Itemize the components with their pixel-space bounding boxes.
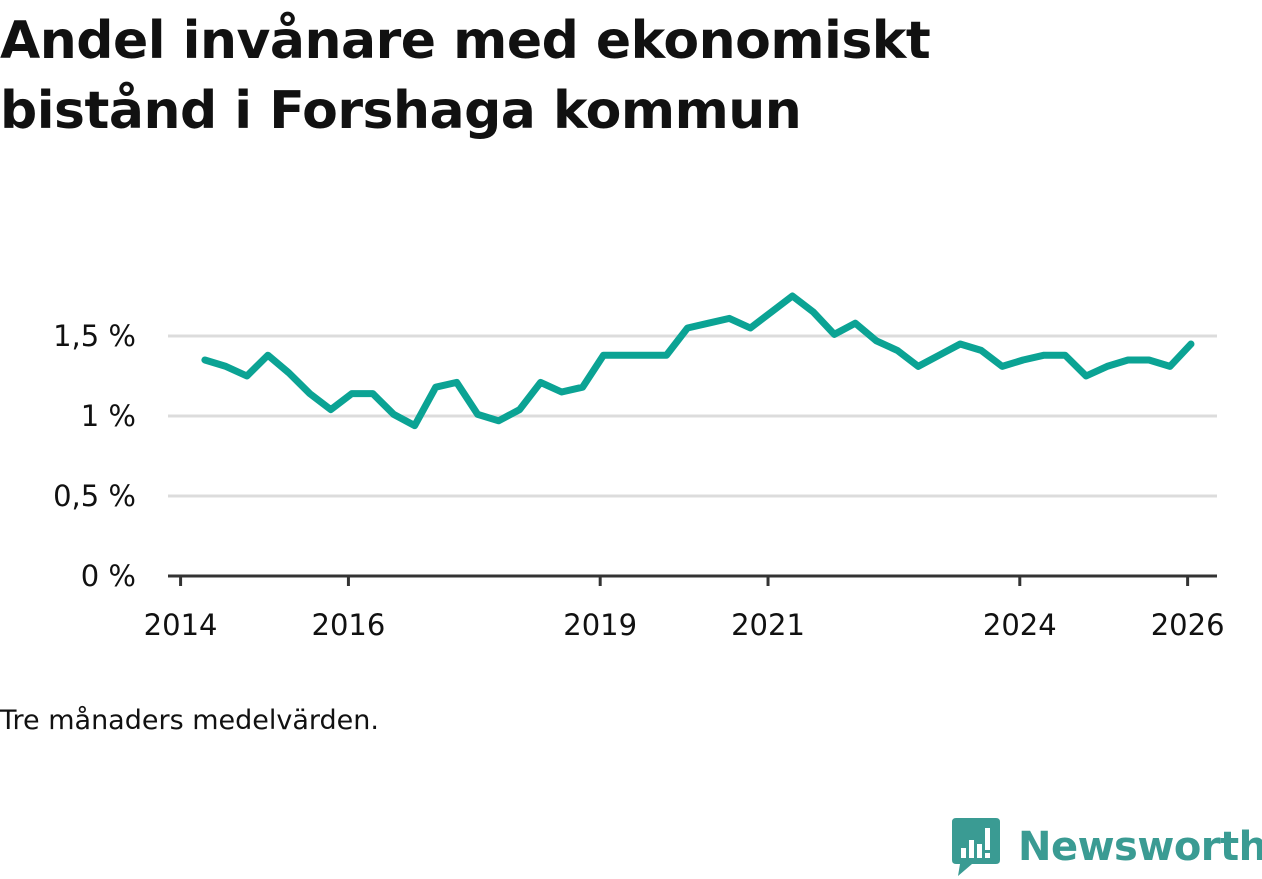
x-tick-label: 2024 <box>983 608 1057 642</box>
x-tick-label: 2019 <box>563 608 637 642</box>
y-tick-label: 0,5 % <box>53 479 136 513</box>
x-tick-label: 2026 <box>1151 608 1225 642</box>
y-tick-label: 1 % <box>81 399 136 433</box>
x-tick-label: 2014 <box>144 608 218 642</box>
series-line <box>201 292 1195 430</box>
newsworthy-brand[interactable]: Newsworthy <box>950 816 1262 878</box>
x-tick-label: 2021 <box>731 608 805 642</box>
newsworthy-logo-icon <box>952 818 1000 876</box>
y-tick-label: 0 % <box>81 559 136 593</box>
y-axis-tick-labels: 0 % 0,5 % 1 % 1,5 % <box>53 319 136 593</box>
gridlines <box>168 334 1217 498</box>
brand-name: Newsworthy <box>1018 824 1262 870</box>
footnote: Tre månaders medelvärden. <box>0 705 379 736</box>
series-layer <box>201 292 1195 430</box>
x-axis-ticks: 2014 2016 2019 2021 2024 2026 <box>144 576 1225 642</box>
chart-title: Andel invånare med ekonomiskt bistånd i … <box>0 11 931 141</box>
line-chart: 0 % 0,5 % 1 % 1,5 % 2014 2016 2019 2021 2024 202… <box>53 292 1225 642</box>
y-tick-label: 1,5 % <box>53 319 136 353</box>
x-tick-label: 2016 <box>312 608 386 642</box>
